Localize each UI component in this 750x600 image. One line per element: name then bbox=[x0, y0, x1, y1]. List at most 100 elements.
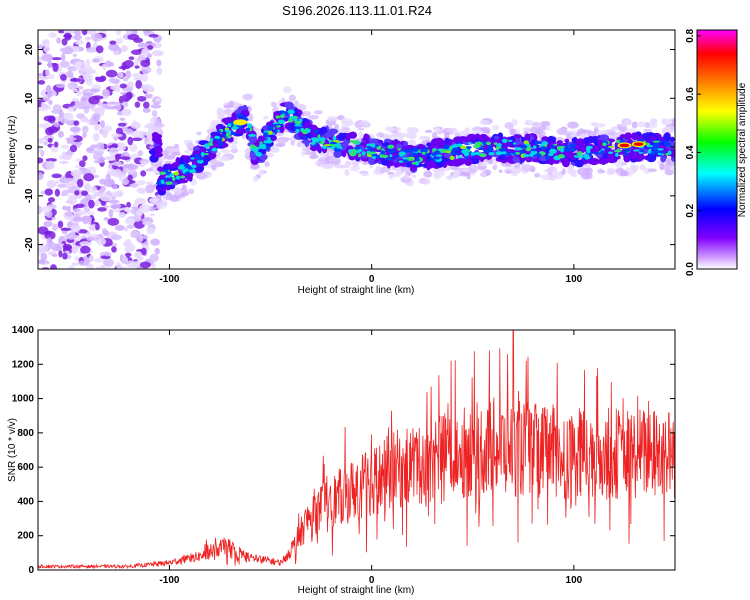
spectrogram-peak-blob bbox=[332, 136, 337, 141]
spectrogram-peak-blob bbox=[268, 130, 273, 135]
spectrogram-noise-blob bbox=[50, 57, 62, 61]
spectrogram-peak-blob bbox=[522, 154, 530, 158]
spectrogram-max-peak bbox=[633, 142, 644, 146]
spectrogram-noise-blob bbox=[67, 82, 78, 90]
spectrogram-noise-blob bbox=[78, 167, 87, 171]
spectrogram-peak-blob bbox=[411, 161, 417, 165]
spectrogram-noise-blob bbox=[156, 59, 162, 67]
spectrogram-noise-blob bbox=[40, 149, 45, 158]
spectrogram-noise-blob bbox=[140, 160, 147, 166]
spectrogram-halo-blob bbox=[325, 163, 336, 169]
spectrogram-noise-blob bbox=[131, 73, 142, 78]
spectrogram-noise-blob bbox=[112, 49, 120, 56]
spectrogram-halo-blob bbox=[173, 187, 182, 196]
spectrogram-peak-blob bbox=[496, 143, 502, 147]
spectrogram-peak-blob bbox=[465, 146, 472, 149]
spectrogram-noise-blob bbox=[148, 34, 159, 38]
spectrogram-peak-blob bbox=[314, 129, 319, 133]
spectrogram-noise-blob bbox=[108, 209, 114, 218]
spectrogram-peak-blob bbox=[495, 151, 503, 156]
spectrogram-peak-blob bbox=[583, 153, 590, 159]
spectrogram-peak-blob bbox=[271, 132, 276, 135]
snr-x-tick-label: -100 bbox=[159, 575, 179, 586]
spectrogram-ridge-blob bbox=[509, 135, 516, 145]
spectrogram-noise-blob bbox=[127, 174, 133, 181]
spectrogram-halo-blob bbox=[567, 168, 577, 175]
spectrogram-ridge-blob bbox=[426, 142, 432, 147]
spectrogram-peak-blob bbox=[434, 156, 441, 160]
spectrogram-x-label: Height of straight line (km) bbox=[298, 285, 415, 296]
spectrogram-peak-blob bbox=[529, 152, 534, 157]
spectrogram-ridge-blob bbox=[316, 144, 322, 152]
spectrogram-noise-blob bbox=[45, 210, 53, 218]
spectrogram-halo-blob bbox=[644, 121, 650, 129]
spectrogram-peak-blob bbox=[349, 139, 355, 143]
spectrogram-halo-blob bbox=[432, 131, 438, 140]
spectrogram-halo-blob bbox=[534, 128, 543, 135]
spectrogram-halo-blob bbox=[441, 167, 450, 172]
spectrogram-peak-blob bbox=[371, 143, 376, 148]
spectrogram-noise-blob bbox=[41, 205, 53, 213]
spectrogram-noise-blob bbox=[80, 245, 91, 254]
spectrogram-halo-blob bbox=[525, 121, 530, 125]
spectrogram-ridge-blob bbox=[512, 156, 521, 163]
spectrogram-peak-blob bbox=[175, 175, 181, 180]
spectrogram-noise-blob bbox=[65, 70, 74, 78]
spectrogram-noise-blob bbox=[112, 105, 122, 109]
spectrogram-ridge-blob bbox=[363, 133, 370, 142]
spectrogram-noise-blob bbox=[112, 184, 118, 190]
spectrogram-halo-blob bbox=[385, 126, 393, 132]
spectrogram-halo-blob bbox=[376, 132, 385, 138]
spectrogram-peak-blob bbox=[275, 115, 281, 119]
spectrogram-halo-blob bbox=[357, 127, 365, 131]
spectrogram-noise-blob bbox=[101, 63, 107, 70]
spectrogram-noise-blob bbox=[61, 52, 66, 62]
spectrogram-noise-blob bbox=[138, 130, 146, 137]
spectrogram-noise-blob bbox=[65, 233, 77, 240]
spectrogram-noise-blob bbox=[81, 30, 88, 36]
spectrogram-halo-blob bbox=[467, 164, 479, 173]
spectrogram-noise-blob bbox=[81, 125, 89, 134]
spectrogram-peak-blob bbox=[196, 157, 204, 161]
spectrogram-halo-blob bbox=[249, 113, 254, 122]
spectrogram-noise-blob bbox=[69, 126, 81, 133]
spectrogram-noise-blob bbox=[63, 34, 73, 38]
spectrogram-noise-blob bbox=[57, 130, 64, 138]
spectrogram-peak-blob bbox=[441, 150, 446, 154]
spectrogram-halo-blob bbox=[179, 191, 190, 197]
spectrogram-halo-blob bbox=[614, 131, 621, 137]
spectrogram-noise-blob bbox=[134, 251, 143, 259]
spectrogram-peak-blob bbox=[512, 142, 517, 145]
spectrogram-peak-blob bbox=[414, 160, 420, 166]
spectrogram-peak-blob bbox=[647, 150, 652, 154]
spectrogram-noise-blob bbox=[120, 45, 128, 53]
spectrogram-noise-blob bbox=[38, 157, 44, 164]
spectrogram-noise-blob bbox=[140, 48, 149, 57]
spectrogram-noise-blob bbox=[128, 56, 135, 61]
spectrogram-noise-blob bbox=[151, 263, 157, 269]
spectrogram-noise-blob bbox=[82, 73, 93, 82]
spectrogram-noise-blob bbox=[60, 227, 72, 231]
spectrogram-ridge-blob bbox=[493, 135, 500, 140]
spectrogram-noise-blob bbox=[71, 45, 80, 53]
spectrogram-noise-blob bbox=[84, 36, 92, 41]
spectrogram-halo-blob bbox=[301, 149, 306, 157]
spectrogram-ridge-blob bbox=[670, 136, 675, 142]
spectrogram-ridge-blob bbox=[195, 166, 204, 172]
spectrogram-peak-blob bbox=[370, 147, 374, 152]
spectrogram-peak-blob bbox=[452, 147, 460, 151]
spectrogram-noise-blob bbox=[122, 75, 129, 82]
snr-y-tick-label: 1400 bbox=[12, 325, 35, 336]
spectrogram-peak-blob bbox=[592, 152, 600, 155]
spectrogram-halo-blob bbox=[295, 103, 306, 111]
spectrogram-peak-blob bbox=[461, 149, 470, 154]
spectrogram-peak-blob bbox=[430, 157, 435, 161]
spectrogram-peak-blob bbox=[159, 171, 167, 176]
spectrogram-peak-blob bbox=[380, 150, 385, 156]
spectrogram-noise-blob bbox=[156, 67, 163, 76]
spectrogram-noise-blob bbox=[134, 101, 141, 108]
spectrogram-peak-blob bbox=[173, 171, 179, 176]
spectrogram-halo-blob bbox=[671, 117, 675, 126]
spectrogram-noise-blob bbox=[67, 106, 74, 112]
spectrogram-peak-blob bbox=[435, 154, 443, 157]
